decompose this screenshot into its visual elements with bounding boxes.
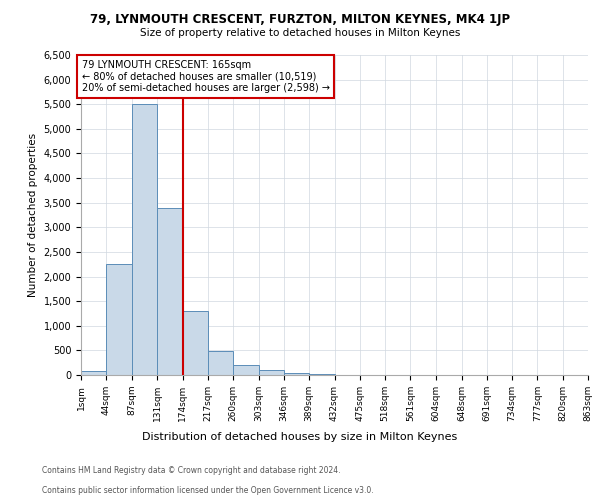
Bar	[81, 372, 106, 375]
Text: 79 LYNMOUTH CRESCENT: 165sqm
← 80% of detached houses are smaller (10,519)
20% o: 79 LYNMOUTH CRESCENT: 165sqm ← 80% of de…	[82, 60, 329, 93]
Bar	[233, 365, 259, 375]
Bar	[131, 104, 157, 375]
Text: Size of property relative to detached houses in Milton Keynes: Size of property relative to detached ho…	[140, 28, 460, 38]
Text: 79, LYNMOUTH CRESCENT, FURZTON, MILTON KEYNES, MK4 1JP: 79, LYNMOUTH CRESCENT, FURZTON, MILTON K…	[90, 12, 510, 26]
Text: Distribution of detached houses by size in Milton Keynes: Distribution of detached houses by size …	[142, 432, 458, 442]
Bar	[183, 311, 208, 375]
Text: Contains public sector information licensed under the Open Government Licence v3: Contains public sector information licen…	[42, 486, 374, 495]
Text: Contains HM Land Registry data © Crown copyright and database right 2024.: Contains HM Land Registry data © Crown c…	[42, 466, 341, 475]
Bar	[309, 374, 335, 375]
Bar	[208, 352, 233, 375]
Bar	[284, 372, 309, 375]
Bar	[106, 264, 131, 375]
Bar	[259, 370, 284, 375]
Y-axis label: Number of detached properties: Number of detached properties	[28, 133, 38, 297]
Bar	[157, 208, 183, 375]
